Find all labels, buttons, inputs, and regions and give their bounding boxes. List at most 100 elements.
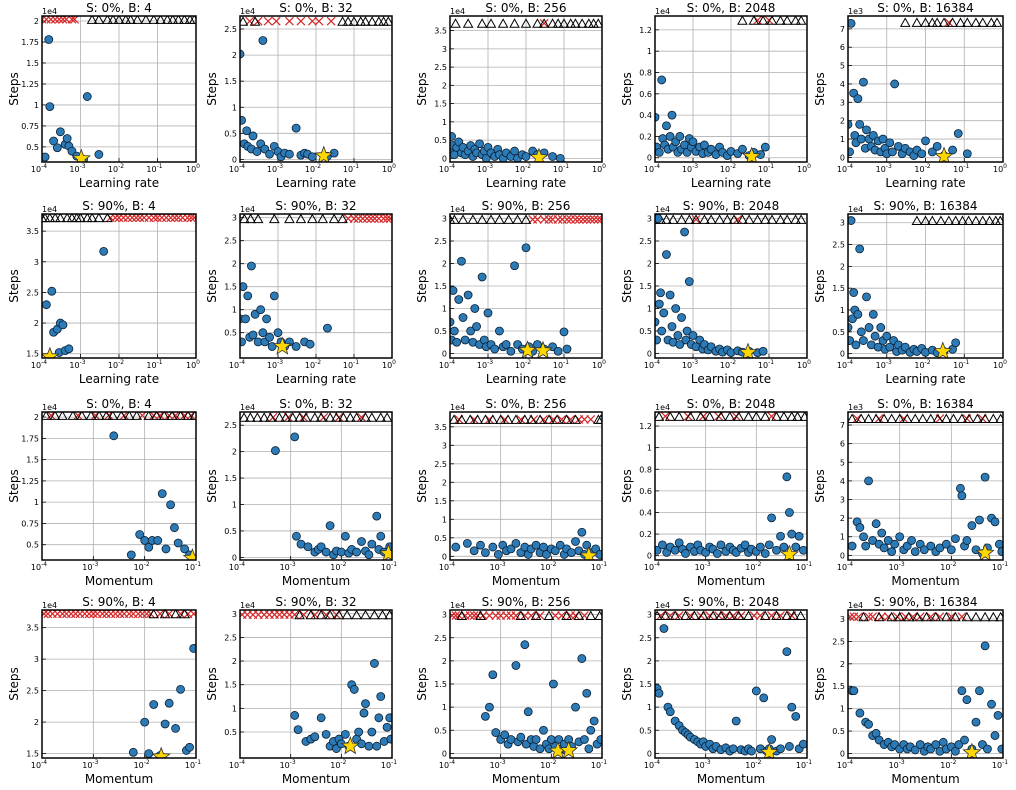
diverged-black-marker bbox=[344, 412, 356, 422]
data-point bbox=[951, 338, 961, 348]
data-point bbox=[94, 150, 104, 159]
x-tick-label: 10-3 bbox=[876, 163, 892, 174]
data-point bbox=[921, 136, 930, 146]
diverged-black-marker bbox=[935, 215, 947, 226]
data-point bbox=[960, 735, 969, 745]
diverged-black-marker bbox=[984, 215, 995, 226]
x-tick-exponent: 0 bbox=[196, 163, 200, 170]
y-tick-label: 1 bbox=[442, 515, 447, 524]
diverged-red-marker bbox=[115, 610, 125, 619]
data-point bbox=[747, 746, 756, 756]
diverged-red-marker bbox=[183, 214, 192, 223]
best-star-marker bbox=[272, 336, 292, 355]
diverged-red-marker bbox=[189, 610, 196, 619]
diverged-red-marker bbox=[114, 214, 124, 223]
data-point bbox=[589, 716, 599, 726]
diverged-red-marker bbox=[374, 214, 384, 224]
diverged-black-marker bbox=[987, 611, 999, 622]
diverged-black-marker bbox=[940, 611, 952, 622]
x-tick-base: 10 bbox=[644, 563, 654, 572]
plot-marks bbox=[655, 214, 807, 358]
x-tick-exponent: -2 bbox=[340, 759, 346, 766]
x-tick-base: 10 bbox=[330, 563, 340, 572]
data-point bbox=[767, 735, 776, 744]
data-point bbox=[673, 331, 683, 340]
plot-marks bbox=[848, 611, 1003, 758]
x-tick-label: 10-1 bbox=[992, 759, 1008, 770]
diverged-red-marker bbox=[553, 214, 563, 224]
data-point bbox=[941, 539, 951, 549]
data-point bbox=[292, 531, 301, 541]
x-tick-label: 10-1 bbox=[146, 163, 162, 174]
diverged-black-marker bbox=[909, 413, 921, 424]
diverged-black-marker bbox=[472, 414, 483, 424]
data-point bbox=[372, 511, 382, 521]
data-point bbox=[890, 539, 900, 549]
diverged-red-marker bbox=[174, 214, 183, 223]
x-tick-base: 10 bbox=[953, 361, 963, 370]
y-tick-label: 0.2 bbox=[639, 132, 652, 141]
diverged-black-marker bbox=[669, 610, 681, 621]
x-tick-label: 10-1 bbox=[796, 561, 812, 572]
plot-marks bbox=[240, 16, 392, 162]
diverged-red-marker bbox=[379, 214, 388, 224]
diverged-red-marker bbox=[66, 610, 76, 619]
x-tick-label: 10-2 bbox=[305, 163, 321, 174]
x-tick-label: 10-3 bbox=[82, 759, 98, 770]
y-tick-label: 1 bbox=[647, 444, 652, 453]
data-point bbox=[386, 734, 392, 744]
diverged-red-marker bbox=[516, 414, 526, 424]
x-tick-base: 10 bbox=[682, 165, 692, 174]
y-tick-label: 2.5 bbox=[434, 237, 447, 246]
y-axis-label: Steps bbox=[205, 667, 219, 701]
data-point bbox=[990, 517, 1000, 527]
data-point bbox=[954, 740, 964, 749]
y-tick-label: 1 bbox=[840, 705, 845, 714]
y-multiplier: 1e4 bbox=[450, 601, 465, 610]
x-tick-base: 10 bbox=[186, 361, 196, 370]
x-tick-exponent: -1 bbox=[391, 759, 397, 766]
x-axis-label: Momentum bbox=[85, 574, 153, 588]
x-tick-base: 10 bbox=[592, 361, 602, 370]
data-point bbox=[450, 286, 458, 295]
y-tick-label: 0.5 bbox=[434, 534, 447, 543]
x-tick-exponent: -4 bbox=[449, 163, 455, 170]
x-tick-label: 10-1 bbox=[343, 163, 359, 174]
x-axis-label: Momentum bbox=[891, 772, 959, 786]
diverged-black-marker bbox=[101, 412, 112, 420]
data-point bbox=[42, 152, 50, 162]
diverged-black-marker bbox=[159, 610, 171, 619]
diverged-black-marker bbox=[795, 610, 807, 621]
data-point bbox=[791, 711, 801, 721]
data-point bbox=[240, 337, 246, 347]
diverged-black-marker bbox=[170, 610, 181, 619]
data-point bbox=[967, 521, 977, 530]
y-tick-label: 0.5 bbox=[832, 727, 845, 736]
data-point bbox=[359, 708, 369, 718]
data-point bbox=[364, 741, 374, 751]
diverged-black-marker bbox=[689, 610, 700, 621]
diverged-black-marker bbox=[570, 414, 581, 424]
data-point bbox=[555, 153, 565, 162]
data-point bbox=[271, 446, 280, 455]
data-point bbox=[864, 476, 873, 486]
diverged-black-marker bbox=[743, 412, 754, 421]
x-tick-label: 100 bbox=[797, 163, 811, 174]
best-star-marker bbox=[934, 146, 954, 162]
diverged-black-marker bbox=[543, 610, 555, 621]
data-point bbox=[265, 149, 274, 159]
data-point bbox=[550, 546, 560, 556]
diverged-black-marker bbox=[240, 214, 250, 224]
diverged-black-marker bbox=[284, 214, 295, 224]
x-tick-exponent: -4 bbox=[847, 561, 853, 568]
data-point bbox=[910, 547, 920, 557]
diverged-black-marker bbox=[543, 414, 555, 424]
data-point bbox=[919, 545, 929, 555]
x-tick-base: 10 bbox=[439, 563, 449, 572]
data-point bbox=[164, 698, 174, 708]
data-point bbox=[716, 540, 726, 550]
